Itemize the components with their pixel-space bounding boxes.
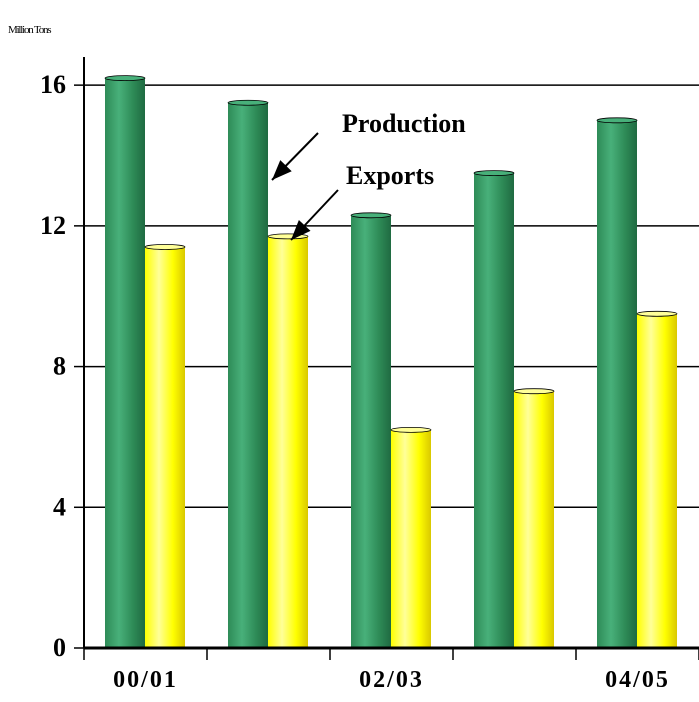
- y-tick-label-4: 4: [53, 492, 66, 521]
- bar-top-production-00/01: [104, 75, 146, 82]
- bar-production-02/03: [351, 215, 391, 648]
- bar-top-production-04/05: [596, 117, 638, 124]
- legend-callouts: Production Exports: [271, 109, 466, 241]
- bar-top-exports-04/05: [636, 310, 678, 317]
- legend-arrow-production: [271, 132, 319, 181]
- bar-exports-02/03: [391, 429, 431, 648]
- legend-label-production: Production: [342, 109, 466, 138]
- y-tick-label-0: 0: [53, 633, 66, 662]
- bar-top-production-03/04: [473, 170, 515, 176]
- bars: [104, 75, 678, 649]
- bar-exports-01/02: [268, 236, 308, 649]
- y-tick-label-8: 8: [53, 352, 66, 381]
- bar-production-00/01: [105, 78, 145, 649]
- bar-exports-00/01: [145, 246, 185, 648]
- y-tick-label-12: 12: [40, 211, 66, 240]
- bar-top-exports-03/04: [513, 388, 555, 395]
- legend-label-exports: Exports: [346, 161, 434, 190]
- tick-labels: 0 4 8 12 16 00/01 02/03 04/05: [40, 70, 670, 693]
- bar-top-exports-00/01: [144, 244, 186, 250]
- bar-production-03/04: [474, 173, 514, 648]
- axes: [74, 57, 699, 660]
- y-tick-label-16: 16: [40, 70, 66, 99]
- x-tick-label-02/03: 02/03: [359, 667, 424, 693]
- x-tick-label-04/05: 04/05: [605, 667, 670, 693]
- bar-production-01/02: [228, 102, 268, 649]
- bar-exports-03/04: [514, 391, 554, 648]
- bar-top-production-01/02: [227, 99, 269, 106]
- bar-production-04/05: [597, 120, 637, 649]
- bar-top-production-02/03: [350, 212, 392, 219]
- x-tick-label-00/01: 00/01: [113, 667, 178, 693]
- legend-arrow-exports: [290, 189, 339, 241]
- bar-top-exports-02/03: [390, 426, 432, 433]
- bar-exports-04/05: [637, 313, 677, 648]
- y-axis-unit-label: Million Tons: [8, 24, 52, 36]
